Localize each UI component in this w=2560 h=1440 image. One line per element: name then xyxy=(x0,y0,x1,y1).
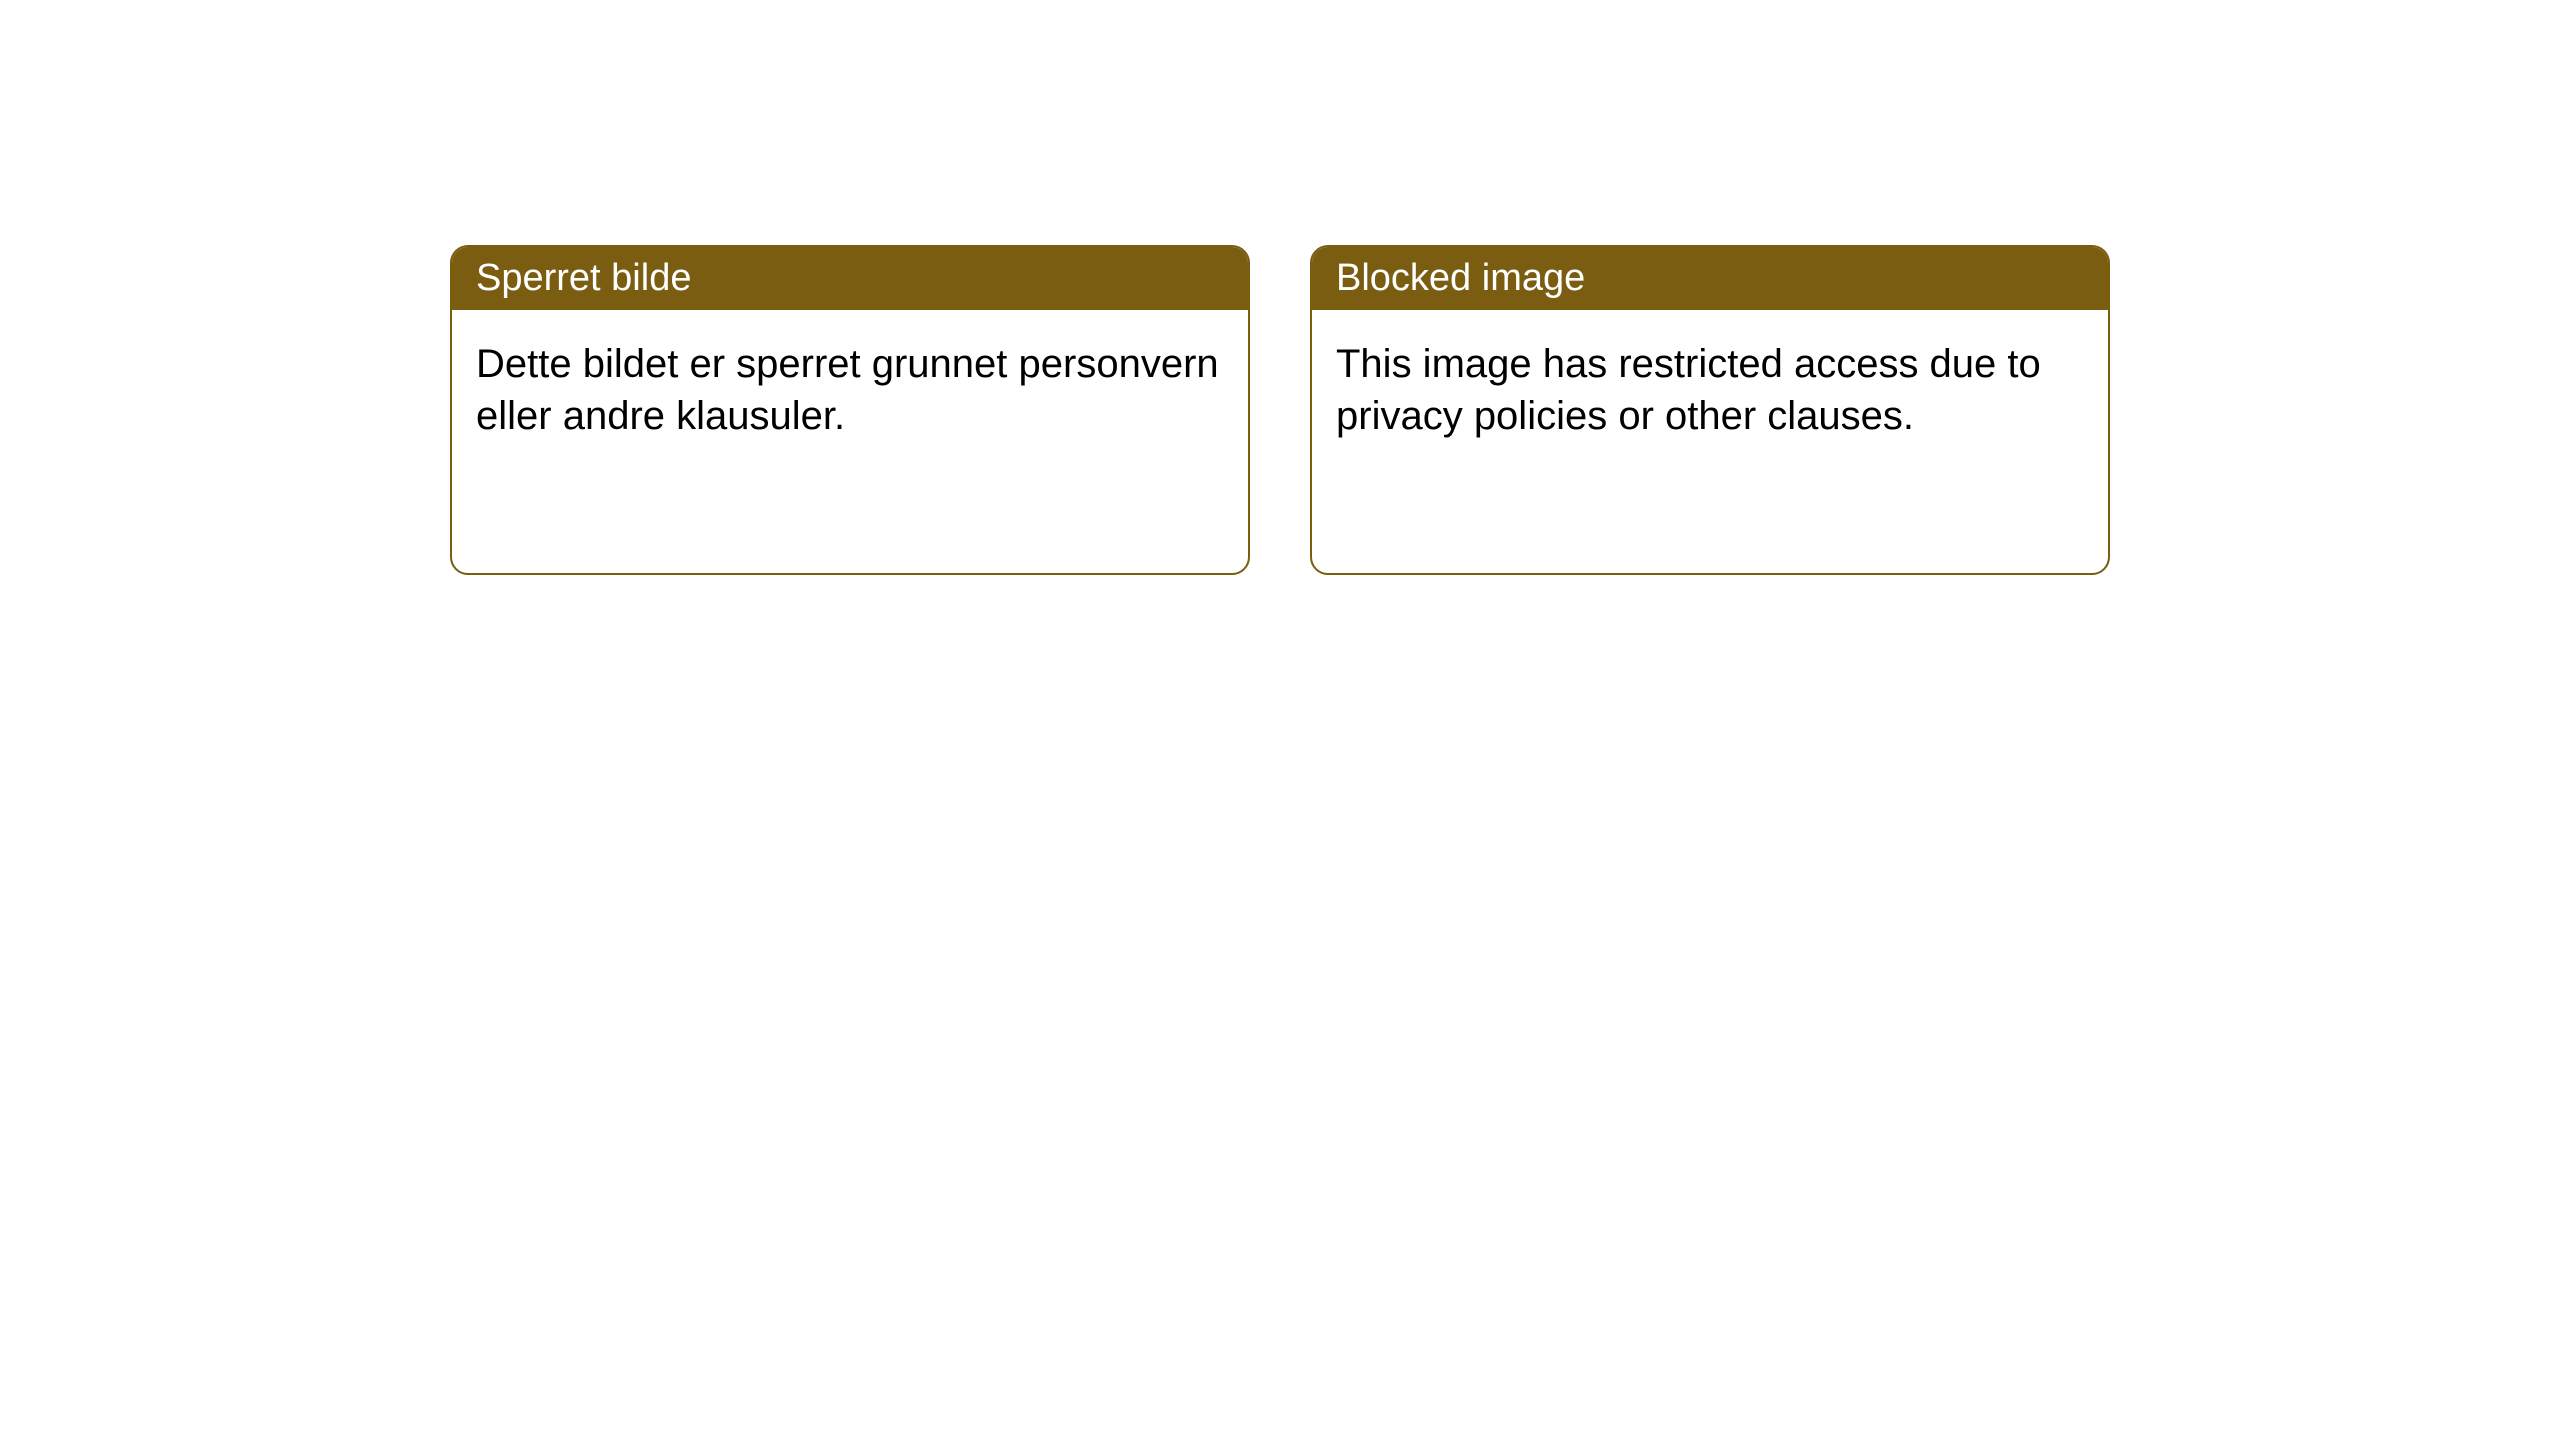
card-body: This image has restricted access due to … xyxy=(1312,310,2108,470)
card-body: Dette bildet er sperret grunnet personve… xyxy=(452,310,1248,470)
card-title: Sperret bilde xyxy=(476,257,691,299)
blocked-image-card-english: Blocked image This image has restricted … xyxy=(1310,245,2110,575)
card-title: Blocked image xyxy=(1336,257,1585,299)
blocked-image-notice-container: Sperret bilde Dette bildet er sperret gr… xyxy=(450,245,2560,575)
blocked-image-card-norwegian: Sperret bilde Dette bildet er sperret gr… xyxy=(450,245,1250,575)
card-header: Sperret bilde xyxy=(452,247,1248,310)
card-body-text: This image has restricted access due to … xyxy=(1336,342,2041,438)
card-body-text: Dette bildet er sperret grunnet personve… xyxy=(476,342,1219,438)
card-header: Blocked image xyxy=(1312,247,2108,310)
